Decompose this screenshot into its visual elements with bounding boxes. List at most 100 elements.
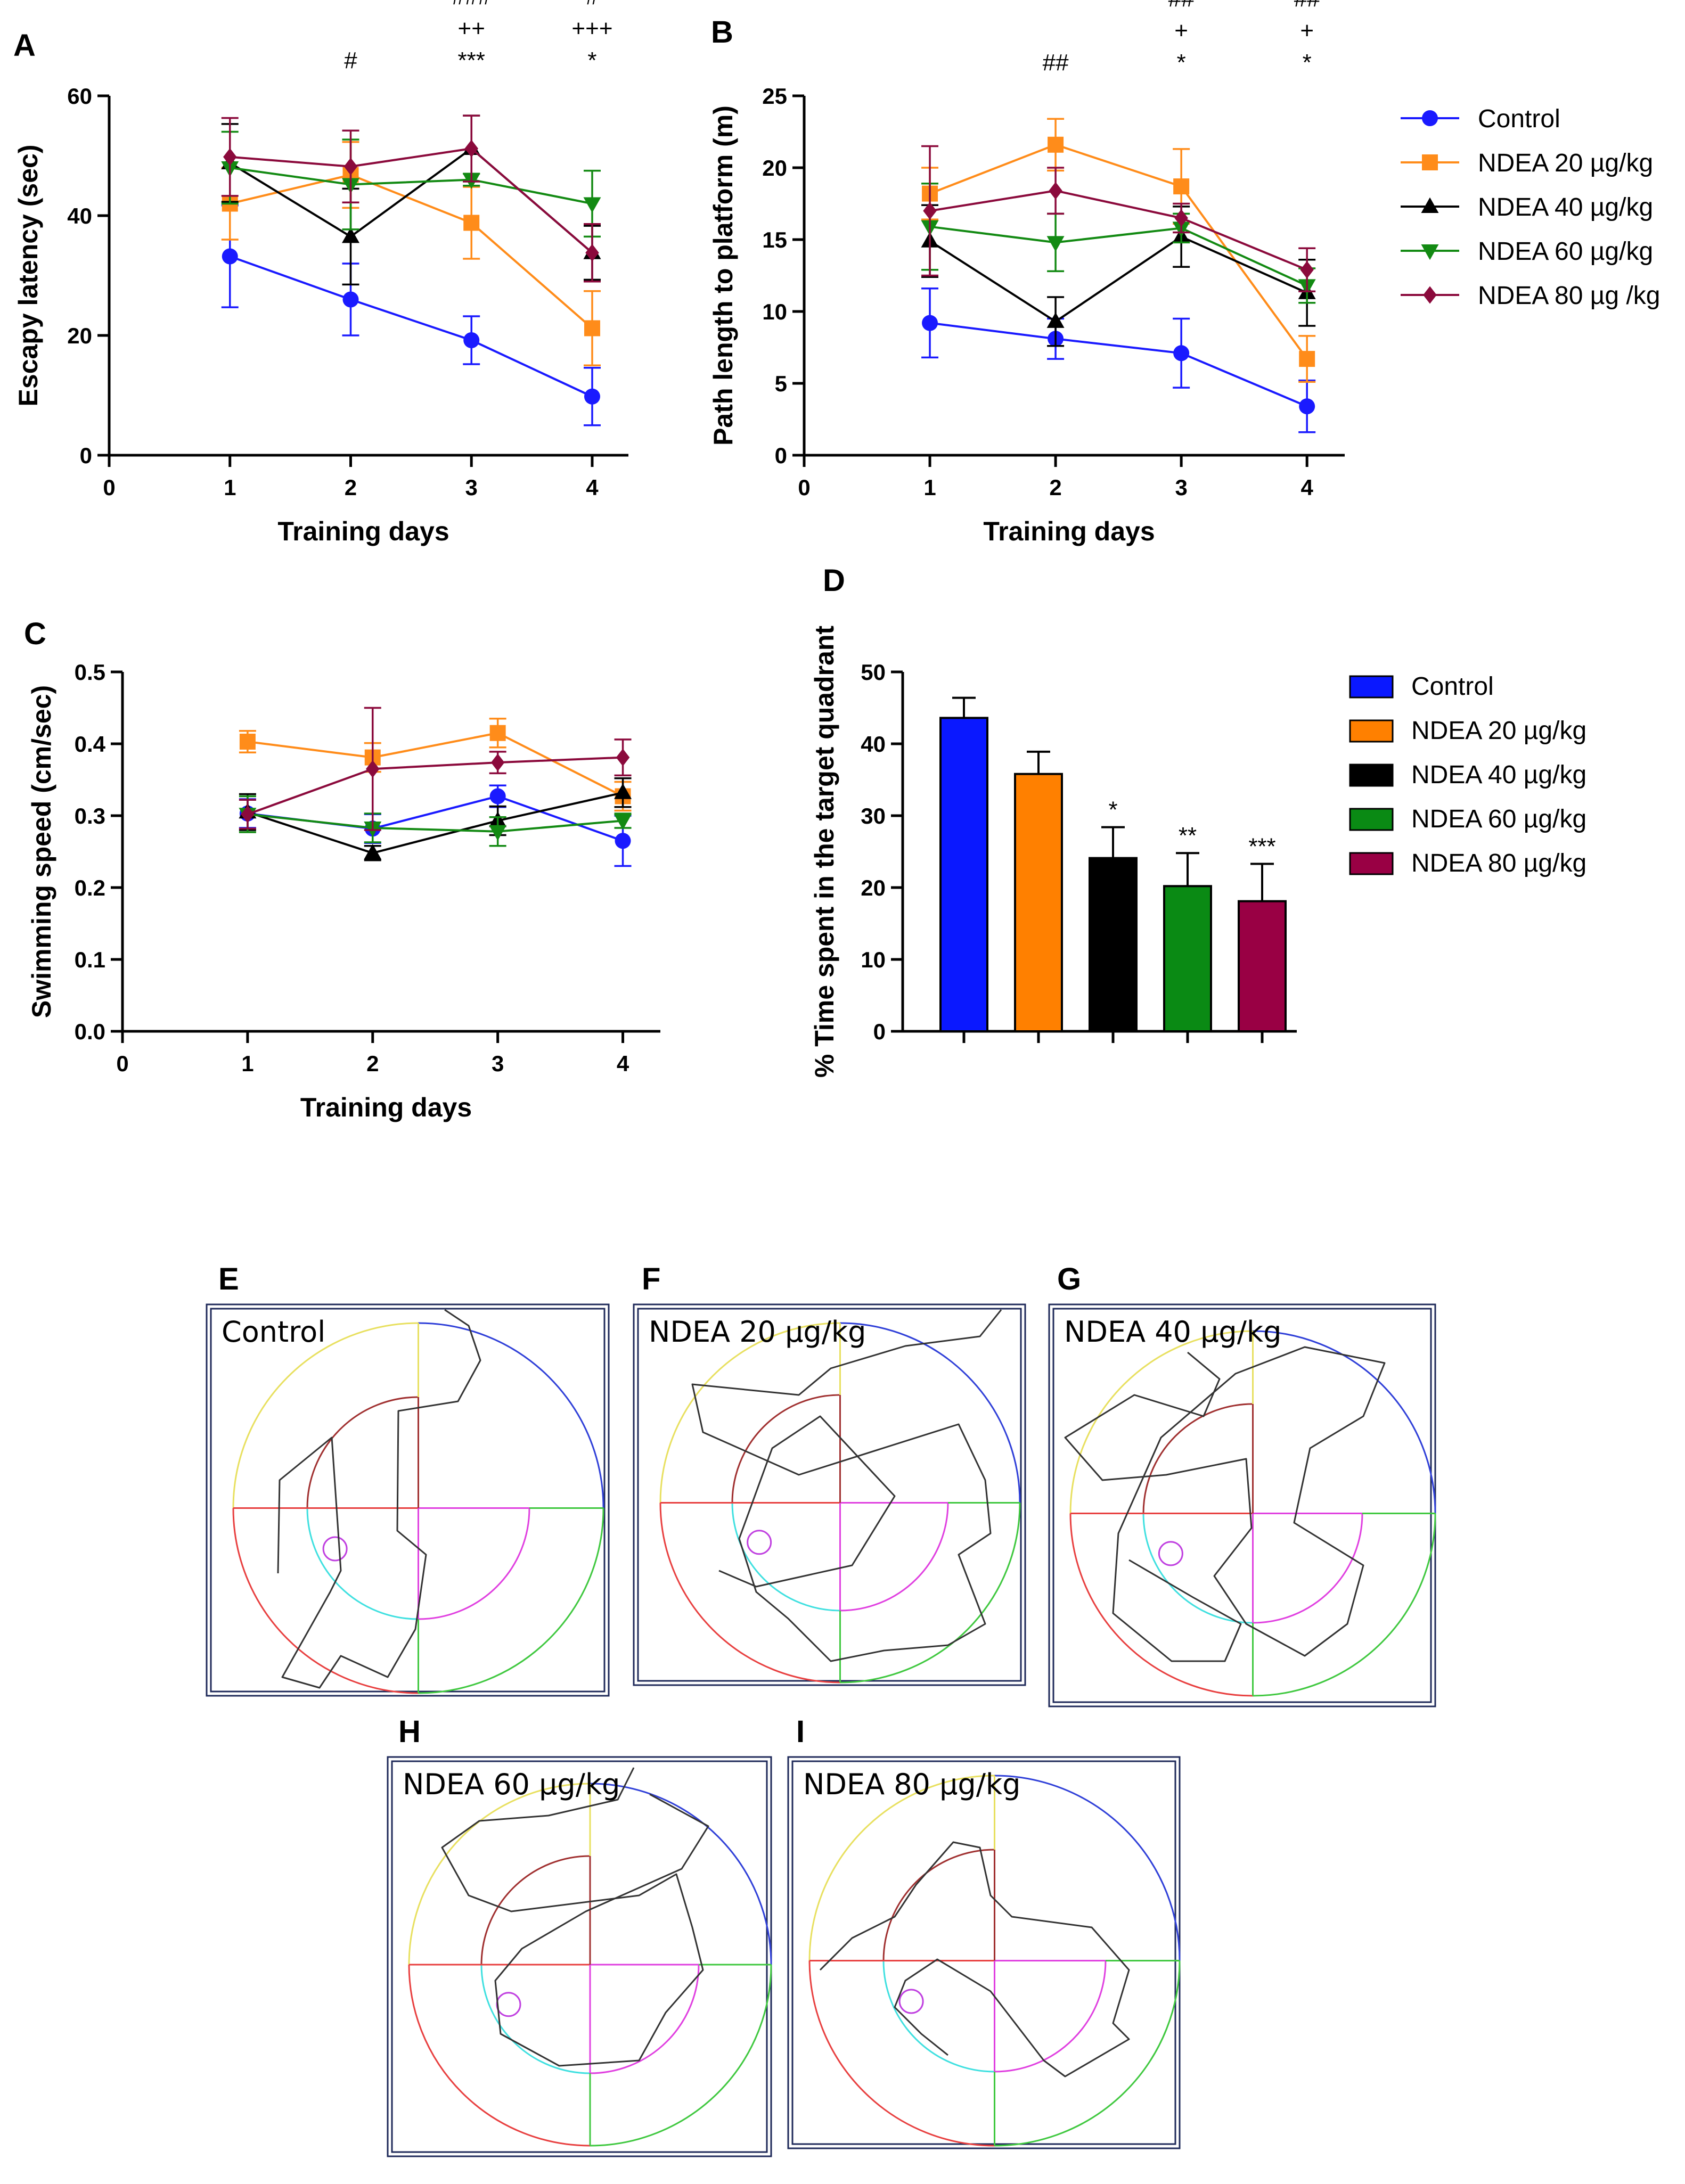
pool-arc-nw bbox=[1069, 1330, 1253, 1514]
data-point bbox=[464, 139, 478, 158]
significance-label: ## bbox=[1294, 0, 1320, 12]
pool-arc-sw bbox=[232, 1508, 419, 1694]
legend-item: Control bbox=[1349, 672, 1494, 701]
pool-arc-sw bbox=[1069, 1513, 1253, 1697]
data-point bbox=[1046, 312, 1065, 328]
platform bbox=[898, 1989, 924, 2014]
x-tick-label: 2 bbox=[345, 475, 357, 500]
y-tick-label: 20 bbox=[762, 155, 787, 180]
significance-label: + bbox=[1174, 18, 1188, 44]
pool-arc-ne bbox=[418, 1322, 604, 1508]
inner-arc-nw bbox=[1142, 1403, 1253, 1514]
y-tick-label: 40 bbox=[861, 732, 886, 757]
y-tick-label: 20 bbox=[861, 875, 886, 900]
swim-path bbox=[441, 1767, 709, 2067]
pool-arc-ne bbox=[590, 1783, 772, 1965]
y-tick-label: 5 bbox=[775, 371, 787, 396]
series-1 bbox=[921, 118, 1316, 383]
y-tick-label: 25 bbox=[762, 84, 787, 109]
x-tick-label: 0 bbox=[103, 475, 115, 500]
panel-letter: H bbox=[398, 1714, 421, 1749]
pool-arc-ne bbox=[840, 1322, 1021, 1503]
track-frame-outer bbox=[206, 1303, 610, 1697]
legend-label: Control bbox=[1411, 672, 1494, 701]
series-2 bbox=[221, 114, 601, 286]
platform bbox=[1158, 1541, 1183, 1566]
legend-swatch bbox=[1349, 675, 1394, 699]
pool-arc-ne bbox=[994, 1775, 1181, 1961]
series-3 bbox=[221, 130, 601, 238]
y-tick-label: 15 bbox=[762, 227, 787, 252]
panel-letter: E bbox=[218, 1262, 239, 1296]
data-point bbox=[584, 320, 600, 336]
y-tick-label: 40 bbox=[67, 203, 92, 228]
panel-B: B 0 5 10 15 20 25 0 1 2 3 4 Training days Path length… bbox=[708, 0, 1345, 546]
inner-arc-sw bbox=[1142, 1513, 1253, 1624]
y-tick-label: 30 bbox=[861, 803, 886, 828]
series-line bbox=[929, 225, 1308, 287]
legend-item: NDEA 20 µg/kg bbox=[1401, 149, 1653, 177]
significance-label: +++ bbox=[571, 15, 612, 42]
pool-arc-nw bbox=[808, 1775, 995, 1961]
legend-swatch bbox=[1349, 852, 1394, 875]
panel-letter: A bbox=[13, 28, 36, 63]
inner-arc-sw bbox=[731, 1502, 840, 1612]
legend-item: NDEA 60 µg/kg bbox=[1349, 805, 1586, 833]
series-line bbox=[229, 147, 593, 254]
x-axis-title: Training days bbox=[300, 1093, 472, 1122]
inner-arc-nw bbox=[480, 1855, 591, 1965]
legend-swatch bbox=[1349, 763, 1394, 787]
track-panel-G: G NDEA 40 µg/kg bbox=[1048, 1262, 1436, 1707]
series-line bbox=[247, 791, 623, 855]
inner-arc-nw bbox=[882, 1849, 995, 1961]
legend-marker bbox=[1421, 244, 1439, 260]
y-tick-label: 0.0 bbox=[75, 1019, 105, 1044]
x-axis-title: Training days bbox=[983, 516, 1155, 546]
legend-label: NDEA 40 µg/kg bbox=[1411, 761, 1586, 789]
track-frame-inner bbox=[210, 1308, 606, 1693]
significance-label: ## bbox=[1043, 50, 1069, 76]
legend-item: NDEA 40 µg/kg bbox=[1349, 761, 1586, 789]
x-tick-label: 0 bbox=[116, 1051, 128, 1076]
track-frame-outer bbox=[387, 1756, 772, 2157]
y-tick-label: 0 bbox=[775, 443, 787, 468]
panel-letter: D bbox=[823, 563, 845, 598]
panel-letter: G bbox=[1057, 1262, 1081, 1296]
data-point bbox=[1300, 261, 1314, 279]
x-tick-label: 1 bbox=[241, 1051, 253, 1076]
series-line bbox=[929, 143, 1308, 360]
data-point bbox=[584, 388, 600, 405]
data-point bbox=[1173, 345, 1190, 362]
inner-arc-se bbox=[590, 1964, 700, 2074]
bar bbox=[1089, 857, 1138, 1033]
series-line bbox=[247, 756, 623, 816]
inner-arc-se bbox=[418, 1508, 530, 1620]
significance-label: *** bbox=[1248, 833, 1275, 859]
track-panel-E: E Control bbox=[206, 1262, 610, 1697]
series-line bbox=[247, 813, 623, 833]
data-point bbox=[615, 833, 631, 849]
data-point bbox=[463, 332, 480, 348]
pool-arc-se bbox=[994, 1960, 1181, 2147]
bar bbox=[1238, 900, 1287, 1033]
data-point bbox=[489, 725, 506, 741]
y-tick-label: 10 bbox=[861, 947, 886, 972]
pool-arc-sw bbox=[659, 1502, 840, 1684]
series-2 bbox=[921, 204, 1316, 347]
legend-label: NDEA 60 µg/kg bbox=[1478, 237, 1653, 266]
x-tick-label: 4 bbox=[586, 475, 599, 500]
legend-marker bbox=[1423, 286, 1437, 304]
track-frame-outer bbox=[633, 1303, 1026, 1686]
legend-item: NDEA 20 µg/kg bbox=[1349, 717, 1586, 745]
legend-label: NDEA 20 µg/kg bbox=[1478, 149, 1653, 177]
legend-label: NDEA 80 µg/kg bbox=[1411, 849, 1586, 877]
legend-marker bbox=[1422, 154, 1438, 170]
data-point bbox=[585, 244, 599, 262]
series-line bbox=[929, 322, 1307, 408]
inner-arc-se bbox=[994, 1960, 1107, 2073]
inner-arc-nw bbox=[731, 1394, 840, 1503]
bar bbox=[1014, 773, 1063, 1032]
significance-label: *** bbox=[458, 47, 485, 73]
y-axis-title: Path length to platform (m) bbox=[708, 105, 738, 446]
data-point bbox=[366, 760, 380, 778]
